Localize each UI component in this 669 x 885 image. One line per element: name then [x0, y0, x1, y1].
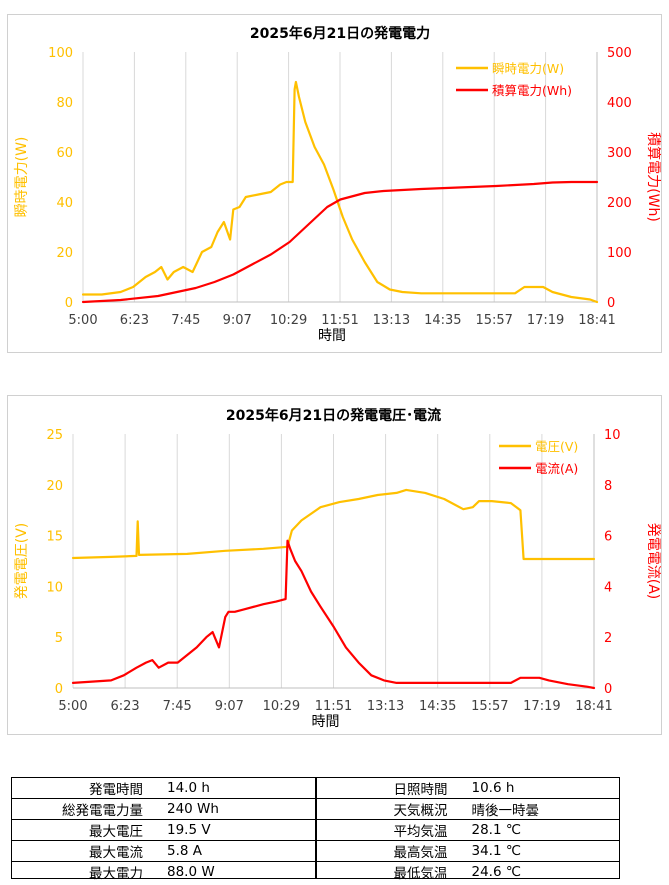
summary-value: 240 Wh [167, 801, 219, 817]
summary-value: 10.6 h [471, 780, 515, 796]
chart-title: 2025年6月21日の発電電圧･電流 [226, 407, 441, 424]
y-tick-label-right: 4 [604, 580, 612, 595]
y-tick-label-left: 25 [46, 428, 63, 443]
chart-title: 2025年6月21日の発電電力 [250, 25, 430, 42]
summary-row: 発電時間 14.0 h [12, 778, 315, 799]
y-tick-label-right: 400 [607, 96, 632, 111]
y-axis-label-left: 発電電圧(V) [14, 523, 30, 600]
summary-row: 天気概況 晴後一時曇 [316, 799, 619, 820]
legend-label: 電流(A) [535, 461, 578, 476]
summary-label: 総発電電力量 [62, 803, 143, 819]
y-tick-label-right: 100 [607, 246, 632, 261]
summary-value: 5.8 A [167, 843, 202, 859]
x-tick-label: 18:41 [575, 699, 612, 714]
x-axis-label: 時間 [318, 328, 346, 344]
summary-row: 最高気温 34.1 ℃ [316, 841, 619, 862]
summary-label: 平均気温 [393, 824, 448, 840]
y-axis-label-left: 瞬時電力(W) [14, 137, 30, 218]
series-line [71, 488, 596, 561]
summary-label: 最高気温 [393, 845, 448, 861]
summary-row: 最大電力 88.0 W [12, 862, 315, 882]
x-tick-label: 7:45 [171, 313, 200, 328]
x-tick-label: 13:13 [367, 699, 404, 714]
summary-row: 総発電電力量 240 Wh [12, 799, 315, 820]
summary-value: 24.6 ℃ [471, 864, 522, 880]
y-axis-label-right: 発電電流(A) [645, 523, 661, 600]
x-tick-label: 11:51 [315, 699, 352, 714]
summary-row: 日照時間 10.6 h [316, 778, 619, 799]
x-tick-label: 17:19 [523, 699, 560, 714]
x-tick-label: 13:13 [373, 313, 410, 328]
chart-svg: 2025年6月21日の発電電圧･電流 5:00 6:23 7:45 9:07 10:29 1… [14, 407, 661, 730]
summary-row: 最低気温 24.6 ℃ [317, 862, 620, 882]
legend-label: 電圧(V) [535, 439, 578, 454]
y-tick-label-right: 6 [604, 530, 612, 545]
summary-row: 最大電圧 19.5 V [12, 820, 315, 841]
x-tick-label: 9:07 [223, 313, 252, 328]
summary-label: 最大電力 [89, 866, 143, 882]
legend-label: 積算電力(Wh) [492, 83, 572, 98]
x-tick-label: 17:19 [527, 313, 564, 328]
summary-right-column: 日照時間 10.6 h 天気概況 晴後一時曇 平均気温 28.1 ℃ 最高気温 34.1 ℃ 最… [314, 778, 619, 882]
summary-label: 天気概況 [393, 803, 448, 819]
x-tick-label: 15:57 [475, 313, 512, 328]
x-tick-label: 14:35 [424, 313, 461, 328]
summary-label: 最低気温 [393, 866, 448, 882]
series-line [81, 80, 599, 304]
summary-value: 28.1 ℃ [471, 822, 522, 838]
summary-table: 発電時間 14.0 h 総発電電力量 240 Wh 最大電圧 19.5 V 最大電流 5.8 … [11, 777, 620, 882]
x-tick-label: 5:00 [58, 699, 87, 714]
x-tick-label: 11:51 [321, 313, 358, 328]
summary-value: 88.0 W [167, 864, 215, 880]
summary-row: 最大電流 5.8 A [12, 841, 315, 862]
summary-row: 平均気温 28.1 ℃ [316, 820, 619, 841]
y-tick-label-right: 0 [607, 296, 615, 311]
summary-label: 最大電流 [89, 845, 143, 861]
x-tick-label: 18:41 [578, 313, 615, 328]
summary-label: 最大電圧 [89, 824, 143, 840]
x-tick-label: 14:35 [419, 699, 456, 714]
legend-label: 瞬時電力(W) [492, 61, 564, 76]
summary-label: 発電時間 [89, 782, 143, 798]
y-tick-label-right: 200 [607, 196, 632, 211]
y-tick-label-left: 100 [48, 46, 73, 61]
x-tick-label: 10:29 [270, 313, 307, 328]
x-tick-label: 6:23 [120, 313, 149, 328]
y-tick-label-left: 80 [56, 96, 73, 111]
y-tick-label-left: 40 [56, 196, 73, 211]
x-tick-label: 5:00 [68, 313, 97, 328]
summary-label: 日照時間 [393, 782, 448, 798]
series-line [81, 180, 599, 304]
x-tick-label: 15:57 [471, 699, 508, 714]
x-tick-label: 7:45 [163, 699, 192, 714]
chart-svg: 2025年6月21日の発電電力 5:00 6:23 7:45 9:07 10:29 11:5… [14, 25, 661, 344]
series-line [71, 539, 596, 690]
y-tick-label-left: 20 [46, 479, 63, 494]
x-tick-label: 10:29 [263, 699, 300, 714]
y-tick-label-left: 20 [56, 246, 73, 261]
y-tick-label-right: 10 [604, 428, 621, 443]
x-axis-label: 時間 [312, 714, 340, 730]
voltage-current-chart: 2025年6月21日の発電電圧･電流 5:00 6:23 7:45 9:07 10:29 1… [7, 395, 662, 735]
y-tick-label-right: 0 [604, 682, 612, 697]
summary-value: 14.0 h [167, 780, 210, 796]
y-tick-label-right: 500 [607, 46, 632, 61]
y-tick-label-left: 10 [46, 580, 63, 595]
y-tick-label-left: 60 [56, 146, 73, 161]
y-tick-label-left: 0 [55, 682, 63, 697]
summary-value: 晴後一時曇 [471, 803, 540, 819]
y-axis-label-right: 積算電力(Wh) [645, 132, 661, 222]
y-tick-label-left: 15 [46, 530, 63, 545]
y-tick-label-left: 5 [55, 631, 63, 646]
summary-value: 34.1 ℃ [471, 843, 522, 859]
summary-left-column: 発電時間 14.0 h 総発電電力量 240 Wh 最大電圧 19.5 V 最大電流 5.8 … [12, 778, 315, 882]
y-tick-label-right: 300 [607, 146, 632, 161]
summary-value: 19.5 V [167, 822, 211, 838]
power-chart: 2025年6月21日の発電電力 5:00 6:23 7:45 9:07 10:29 11:5… [7, 14, 662, 353]
y-tick-label-left: 0 [65, 296, 73, 311]
x-tick-label: 6:23 [110, 699, 139, 714]
y-tick-label-right: 8 [604, 479, 612, 494]
x-tick-label: 9:07 [215, 699, 244, 714]
y-tick-label-right: 2 [604, 631, 612, 646]
